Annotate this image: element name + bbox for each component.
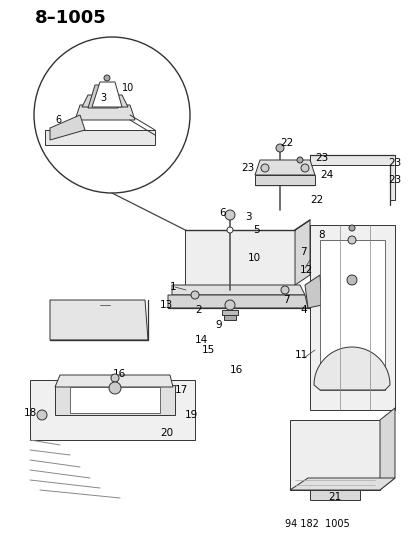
Polygon shape (313, 347, 389, 390)
Polygon shape (223, 315, 235, 320)
Text: 16: 16 (113, 369, 126, 379)
Polygon shape (304, 275, 321, 308)
Text: 22: 22 (309, 195, 323, 205)
Text: 24: 24 (319, 170, 332, 180)
Text: 7: 7 (282, 295, 289, 305)
Polygon shape (294, 220, 309, 285)
Text: 20: 20 (159, 428, 173, 438)
Circle shape (190, 291, 199, 299)
Text: 10: 10 (121, 83, 134, 93)
Circle shape (224, 210, 235, 220)
Polygon shape (75, 105, 135, 120)
Polygon shape (319, 240, 384, 390)
Circle shape (275, 144, 283, 152)
Polygon shape (254, 175, 314, 185)
Text: 22: 22 (279, 138, 292, 148)
Polygon shape (50, 300, 147, 340)
Text: 4: 4 (299, 305, 306, 315)
Text: 5: 5 (252, 225, 259, 235)
Circle shape (111, 374, 119, 382)
Text: 13: 13 (159, 300, 173, 310)
Polygon shape (171, 285, 304, 295)
Text: 2: 2 (195, 305, 201, 315)
Circle shape (346, 275, 356, 285)
Text: 6: 6 (55, 115, 61, 125)
Polygon shape (88, 85, 118, 108)
Polygon shape (50, 115, 85, 140)
Text: 3: 3 (100, 93, 106, 103)
Polygon shape (55, 375, 173, 387)
Polygon shape (309, 225, 394, 410)
Polygon shape (82, 95, 128, 107)
Circle shape (226, 227, 233, 233)
Text: 21: 21 (328, 492, 341, 502)
Circle shape (260, 164, 268, 172)
Polygon shape (309, 155, 394, 200)
Text: 8–1005: 8–1005 (35, 9, 107, 27)
Polygon shape (45, 130, 154, 145)
Polygon shape (168, 295, 307, 308)
Circle shape (104, 75, 110, 81)
Circle shape (296, 157, 302, 163)
Polygon shape (309, 490, 359, 500)
Text: 23: 23 (387, 175, 400, 185)
Polygon shape (30, 380, 195, 440)
Text: 1: 1 (169, 282, 176, 292)
Text: 7: 7 (299, 247, 306, 257)
Circle shape (224, 300, 235, 310)
Text: 3: 3 (244, 212, 251, 222)
Text: 6: 6 (219, 208, 225, 218)
Text: 23: 23 (241, 163, 254, 173)
Text: 15: 15 (202, 345, 215, 355)
Text: 9: 9 (214, 320, 221, 330)
Text: 14: 14 (195, 335, 208, 345)
Circle shape (280, 286, 288, 294)
Text: 18: 18 (24, 408, 37, 418)
Text: 19: 19 (185, 410, 198, 420)
Text: 17: 17 (175, 385, 188, 395)
Text: 23: 23 (314, 153, 328, 163)
Circle shape (300, 164, 308, 172)
Polygon shape (70, 387, 159, 413)
Circle shape (348, 225, 354, 231)
Polygon shape (185, 230, 294, 285)
Polygon shape (379, 408, 394, 490)
Polygon shape (55, 385, 175, 415)
Text: 94 182  1005: 94 182 1005 (285, 519, 349, 529)
Text: 16: 16 (230, 365, 243, 375)
Text: 23: 23 (387, 158, 400, 168)
Circle shape (37, 410, 47, 420)
Circle shape (347, 236, 355, 244)
Text: 11: 11 (294, 350, 308, 360)
Text: 10: 10 (247, 253, 261, 263)
Polygon shape (92, 82, 122, 107)
Text: 8: 8 (317, 230, 324, 240)
Polygon shape (289, 420, 379, 490)
Polygon shape (254, 160, 314, 175)
Text: 12: 12 (299, 265, 313, 275)
Polygon shape (289, 478, 394, 490)
Circle shape (109, 382, 121, 394)
Polygon shape (221, 310, 237, 315)
